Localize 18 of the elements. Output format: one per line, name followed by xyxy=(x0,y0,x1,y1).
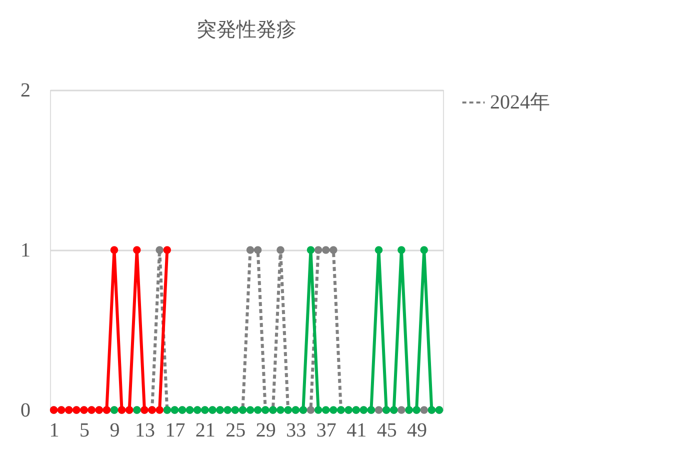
chart-title: 突発性発疹 xyxy=(196,19,296,41)
y-tick-label: 0 xyxy=(20,400,30,422)
legend-label: 2024年 xyxy=(490,92,550,114)
x-tick-label: 49 xyxy=(407,420,428,442)
x-tick-label: 37 xyxy=(316,420,336,442)
x-tick-label: 5 xyxy=(80,420,90,442)
x-tick-label: 29 xyxy=(256,420,276,442)
x-tick-label: 33 xyxy=(286,420,306,442)
y-tick-label: 2 xyxy=(20,80,30,102)
y-tick-label: 1 xyxy=(20,240,30,262)
x-tick-label: 9 xyxy=(110,420,120,442)
x-tick-label: 45 xyxy=(376,420,397,442)
x-tick-label: 41 xyxy=(346,420,367,442)
x-tick-label: 13 xyxy=(134,420,155,442)
x-tick-label: 17 xyxy=(165,420,186,442)
x-tick-label: 21 xyxy=(195,420,216,442)
x-tick-label: 25 xyxy=(226,420,246,442)
x-tick-label: 1 xyxy=(49,420,60,442)
